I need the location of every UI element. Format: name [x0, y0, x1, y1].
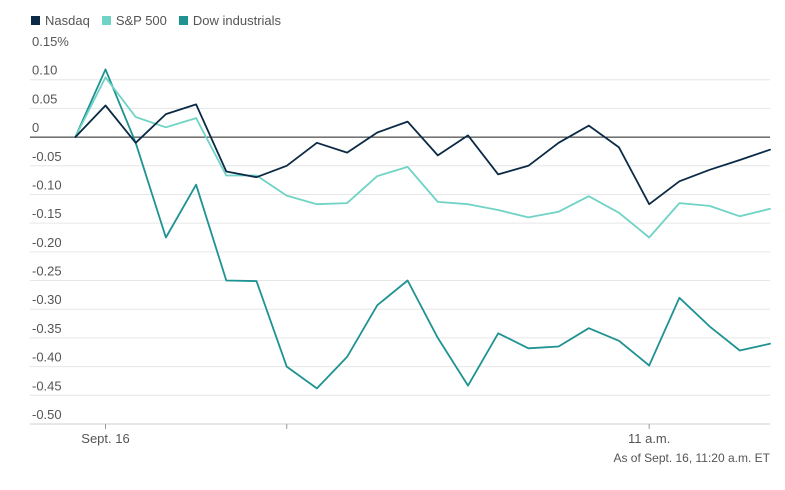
y-tick-label: -0.35 — [32, 321, 62, 336]
y-tick-label: -0.30 — [32, 292, 62, 307]
series-line-sp500 — [74, 76, 771, 239]
legend-label-dow: Dow industrials — [192, 13, 282, 28]
legend-label-nasdaq: Nasdaq — [45, 13, 90, 28]
legend-item-sp500: S&P 500 — [101, 13, 167, 28]
y-tick-label: -0.10 — [32, 177, 62, 192]
legend-swatch-nasdaq — [31, 16, 40, 25]
legend-swatch-dow — [178, 16, 188, 25]
legend-label-sp500: S&P 500 — [115, 13, 167, 28]
legend: Nasdaq S&P 500 Dow industrials — [31, 13, 281, 28]
series-line-nasdaq — [74, 103, 771, 206]
series-line-dow — [74, 68, 771, 390]
y-tick-label: -0.25 — [32, 264, 62, 279]
legend-swatch-sp500 — [101, 16, 111, 25]
y-tick-label: -0.05 — [32, 149, 62, 164]
y-tick-label: 0.10 — [32, 63, 57, 78]
x-tick-label: Sept. 16 — [81, 431, 129, 446]
y-tick-label: -0.15 — [32, 206, 62, 221]
legend-item-dow: Dow industrials — [178, 13, 282, 28]
as-of-note: As of Sept. 16, 11:20 a.m. ET — [613, 451, 770, 465]
y-tick-label: 0.05 — [32, 91, 57, 106]
y-tick-label: 0 — [32, 120, 39, 135]
y-tick-label: 0.15% — [32, 34, 69, 49]
y-tick-label: -0.20 — [32, 235, 62, 250]
legend-item-nasdaq: Nasdaq — [31, 13, 90, 28]
y-tick-label: -0.50 — [32, 407, 62, 422]
y-tick-label: -0.45 — [32, 378, 62, 393]
x-tick-label: 11 a.m. — [628, 431, 670, 446]
y-tick-label: -0.40 — [32, 350, 62, 365]
